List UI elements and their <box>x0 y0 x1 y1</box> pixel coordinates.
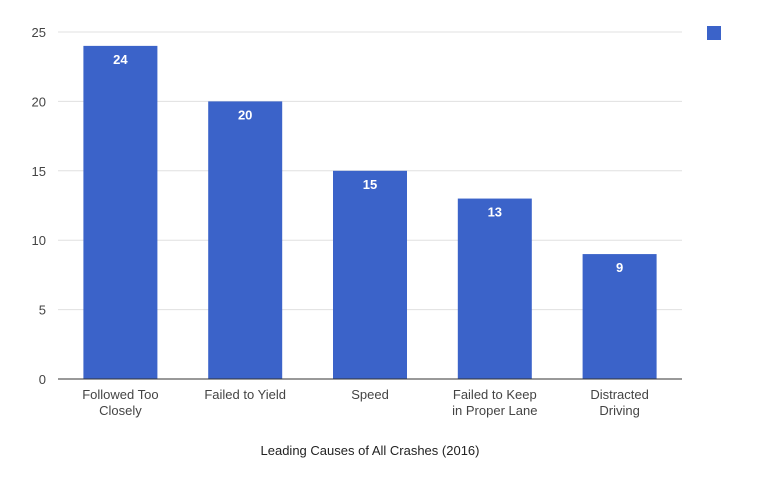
legend <box>707 26 721 40</box>
bar <box>333 170 407 379</box>
bar <box>83 45 158 379</box>
x-tick-label: Speed <box>351 387 389 402</box>
bar-value-label: 20 <box>238 107 252 122</box>
y-tick-label: 0 <box>39 372 46 387</box>
x-tick-label: Failed to Yield <box>204 387 286 402</box>
y-axis-ticks: 0 5 10 15 20 25 <box>32 25 46 387</box>
x-axis-ticks: Followed Too Closely Failed to Yield Speed F… <box>82 387 649 418</box>
x-tick-label: Distracted Driving <box>590 387 649 418</box>
bar <box>582 254 657 379</box>
bars <box>83 45 657 380</box>
y-tick-label: 10 <box>32 233 46 248</box>
bar-value-label: 13 <box>488 205 502 220</box>
legend-swatch <box>707 26 721 40</box>
y-tick-label: 5 <box>39 303 46 318</box>
x-axis-title: Leading Causes of All Crashes (2016) <box>261 443 480 458</box>
bar <box>208 101 283 380</box>
x-tick-label: Followed Too Closely <box>82 387 158 418</box>
y-tick-label: 25 <box>32 25 46 40</box>
y-tick-label: 20 <box>32 94 46 109</box>
bar-value-label: 24 <box>113 52 128 67</box>
bar-value-label: 15 <box>363 177 377 192</box>
y-tick-label: 15 <box>32 164 46 179</box>
bar <box>457 198 532 379</box>
data-labels: 24 20 15 13 9 <box>113 52 623 275</box>
bar-value-label: 9 <box>616 260 623 275</box>
x-tick-label: Failed to Keep in Proper Lane <box>452 387 537 418</box>
